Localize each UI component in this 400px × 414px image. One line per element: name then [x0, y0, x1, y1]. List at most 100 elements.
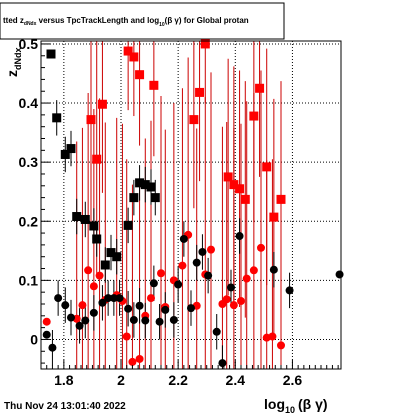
- black-circle-marker: [155, 317, 164, 326]
- black-circle-marker: [54, 294, 63, 303]
- black-square-marker: [129, 193, 139, 203]
- x-tick-label: 1.8: [54, 372, 74, 388]
- red-circle-marker: [229, 301, 238, 310]
- x-axis-title: log10 (β γ): [264, 396, 328, 414]
- y-tick-label: 0.2: [19, 213, 39, 229]
- red-square-marker: [262, 162, 272, 172]
- black-square-marker: [60, 149, 70, 159]
- black-circle-marker: [269, 265, 278, 274]
- red-circle-marker: [249, 266, 258, 275]
- red-square-marker: [269, 212, 279, 222]
- data-markers: [42, 39, 344, 368]
- black-circle-marker: [227, 283, 235, 292]
- title-frame: [0, 2, 285, 40]
- y-tick-label: 0.4: [19, 95, 39, 111]
- black-circle-marker: [204, 271, 213, 280]
- black-circle-marker: [98, 298, 107, 307]
- black-square-marker: [72, 212, 82, 222]
- red-square-marker: [129, 52, 139, 62]
- red-circle-marker: [222, 295, 231, 304]
- black-circle-marker: [149, 279, 158, 288]
- black-square-marker: [140, 180, 150, 190]
- black-circle-marker: [218, 359, 227, 368]
- black-square-marker: [135, 178, 145, 188]
- black-square-marker: [123, 220, 133, 230]
- black-circle-marker: [75, 321, 84, 330]
- red-circle-marker: [42, 317, 51, 326]
- grid-lines: [41, 41, 341, 369]
- red-square-marker: [189, 115, 199, 125]
- red-square-marker: [229, 180, 239, 190]
- red-circle-marker: [122, 332, 131, 341]
- red-square-marker: [97, 99, 107, 109]
- black-circle-marker: [174, 280, 183, 289]
- x-tick-label: 2: [117, 372, 125, 388]
- red-circle-marker: [157, 269, 165, 278]
- black-circle-marker: [89, 308, 98, 317]
- black-circle-marker: [285, 286, 294, 295]
- black-square-marker: [80, 214, 90, 224]
- x-tick-label: 2.2: [168, 372, 188, 388]
- black-circle-marker: [81, 316, 90, 325]
- black-circle-marker: [179, 234, 188, 243]
- black-square-marker: [106, 248, 116, 258]
- red-square-marker: [235, 184, 245, 194]
- black-circle-marker: [61, 301, 70, 310]
- chart-title-box: tted zdNdx versus TpcTrackLength and log…: [0, 2, 285, 40]
- red-circle-marker: [95, 271, 104, 280]
- black-circle-marker: [335, 270, 344, 279]
- black-circle-marker: [141, 316, 150, 325]
- red-circle-marker: [257, 243, 265, 252]
- red-circle-marker: [242, 274, 251, 283]
- red-circle-marker: [78, 301, 87, 310]
- plot-frame: [40, 40, 342, 370]
- red-circle-marker: [268, 332, 277, 341]
- red-circle-marker: [135, 354, 144, 363]
- red-square-marker: [195, 87, 205, 97]
- black-circle-marker: [161, 305, 170, 314]
- red-square-marker: [86, 115, 96, 125]
- y-tick-label: 0.1: [19, 272, 39, 288]
- red-circle-marker: [277, 341, 285, 350]
- axis-ticks: [40, 43, 339, 369]
- x-tick-label: 2.6: [283, 372, 303, 388]
- black-circle-marker: [109, 294, 118, 303]
- red-circle-marker: [207, 245, 215, 254]
- black-square-marker: [46, 49, 56, 59]
- black-circle-marker: [67, 313, 75, 322]
- black-square-marker: [89, 221, 99, 231]
- black-circle-marker: [212, 327, 221, 336]
- black-circle-marker: [129, 315, 138, 324]
- red-square-marker: [240, 194, 250, 204]
- black-circle-marker: [235, 232, 244, 241]
- black-circle-marker: [115, 294, 124, 303]
- black-square-marker: [146, 182, 156, 192]
- red-square-marker: [123, 46, 133, 56]
- red-circle-marker: [89, 282, 98, 291]
- y-tick-label: 0: [30, 331, 38, 347]
- black-circle-marker: [104, 294, 113, 303]
- y-axis-title: zdNdx: [4, 48, 23, 78]
- red-square-marker: [255, 83, 265, 93]
- black-square-marker: [52, 113, 62, 123]
- red-square-marker: [223, 172, 233, 182]
- x-tick-label: 2.4: [226, 372, 246, 388]
- black-circle-marker: [124, 304, 133, 313]
- chart-title: tted zdNdx versus TpcTrackLength and log…: [3, 16, 249, 28]
- black-circle-marker: [135, 301, 144, 310]
- black-circle-marker: [187, 304, 195, 313]
- axis-tick-labels: 1.8 2 2.2 2.4 2.6 0 0.1 0.2 0.3 0.4 0.5: [19, 36, 303, 388]
- timestamp: Thu Nov 24 13:01:40 2022: [4, 401, 126, 412]
- red-square-marker: [276, 194, 286, 204]
- black-circle-marker: [192, 258, 201, 267]
- black-circle-marker: [48, 343, 57, 352]
- red-square-marker: [249, 111, 259, 121]
- black-circle-marker: [42, 330, 51, 339]
- red-square-marker: [92, 154, 102, 164]
- y-tick-label: 0.5: [19, 36, 39, 52]
- y-tick-label: 0.3: [19, 154, 39, 170]
- black-square-marker: [66, 144, 76, 154]
- red-circle-marker: [84, 266, 93, 275]
- black-circle-marker: [169, 315, 178, 324]
